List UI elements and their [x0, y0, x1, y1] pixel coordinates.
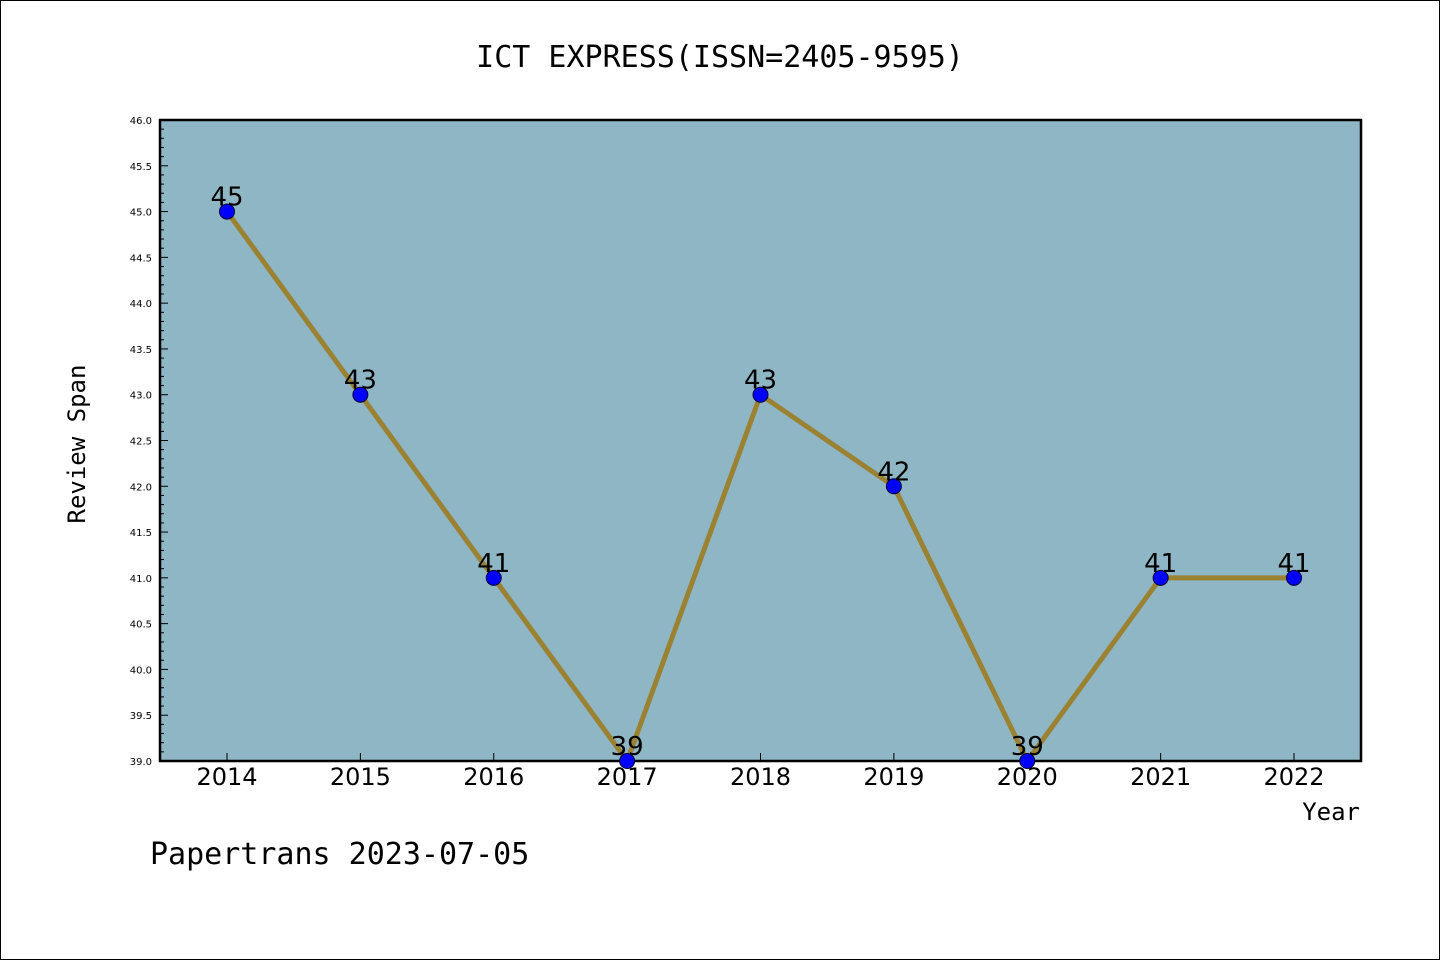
data-label: 41 [1277, 549, 1310, 579]
x-tick-label: 2016 [463, 763, 524, 791]
plot-area [158, 118, 1363, 763]
data-label: 41 [1144, 549, 1177, 579]
y-tick-label: 42.5 [130, 437, 152, 448]
y-tick-label: 45.0 [130, 208, 152, 219]
y-tick-label: 39.0 [130, 757, 152, 768]
y-axis: 39.0 39.5 40.0 40.5 41.0 41.5 42.0 42.5 43.0 43.5… [130, 116, 168, 768]
y-tick-label: 40.0 [130, 665, 152, 676]
y-tick-label: 41.0 [130, 574, 152, 585]
y-tick-label: 41.5 [130, 528, 152, 539]
x-tick-label: 2022 [1263, 763, 1324, 791]
y-axis-label: Review Span [63, 365, 91, 524]
y-tick-label: 39.5 [130, 711, 152, 722]
data-point [1286, 569, 1302, 586]
x-tick-label: 2018 [730, 763, 791, 791]
y-tick-label: 46.0 [130, 116, 152, 127]
data-point [485, 569, 502, 586]
data-point [1152, 569, 1169, 586]
x-tick-label: 2021 [1130, 763, 1191, 791]
y-tick-label: 44.5 [130, 253, 152, 264]
data-label: 41 [477, 549, 510, 579]
data-label: 39 [1011, 732, 1044, 762]
x-axis: 2014 2015 2016 2017 2018 2019 2020 2021 2022 [196, 753, 1325, 791]
y-tick-label: 43.5 [130, 345, 152, 356]
data-labels: 45 43 41 39 43 42 39 41 41 [210, 183, 1310, 762]
data-label: 39 [611, 732, 644, 762]
chart-title: ICT EXPRESS(ISSN=2405-9595) [476, 40, 964, 75]
y-tick-label: 40.5 [130, 620, 152, 631]
data-point [752, 386, 769, 403]
data-label: 42 [877, 457, 910, 487]
data-point [619, 753, 636, 769]
y-tick-label: 45.5 [130, 162, 152, 173]
x-axis-label: Year [1302, 798, 1360, 826]
x-tick-label: 2019 [863, 763, 924, 791]
data-label: 43 [744, 366, 777, 396]
y-tick-label: 42.0 [130, 482, 152, 493]
data-point [1019, 753, 1036, 769]
data-label: 43 [344, 366, 377, 396]
x-tick-label: 2014 [196, 763, 257, 791]
data-points [219, 203, 1302, 769]
y-tick-label: 43.0 [130, 391, 152, 402]
data-point [885, 478, 902, 495]
y-tick-label: 44.0 [130, 299, 152, 310]
footer-watermark: Papertrans 2023-07-05 [150, 837, 529, 872]
x-tick-label: 2015 [330, 763, 391, 791]
data-point [352, 386, 369, 403]
data-point [219, 203, 235, 220]
data-label: 45 [210, 183, 243, 213]
